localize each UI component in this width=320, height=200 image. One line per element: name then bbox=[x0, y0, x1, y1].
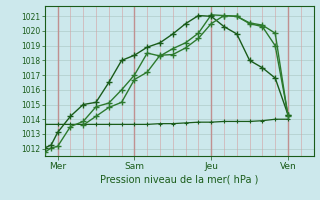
X-axis label: Pression niveau de la mer( hPa ): Pression niveau de la mer( hPa ) bbox=[100, 175, 258, 185]
